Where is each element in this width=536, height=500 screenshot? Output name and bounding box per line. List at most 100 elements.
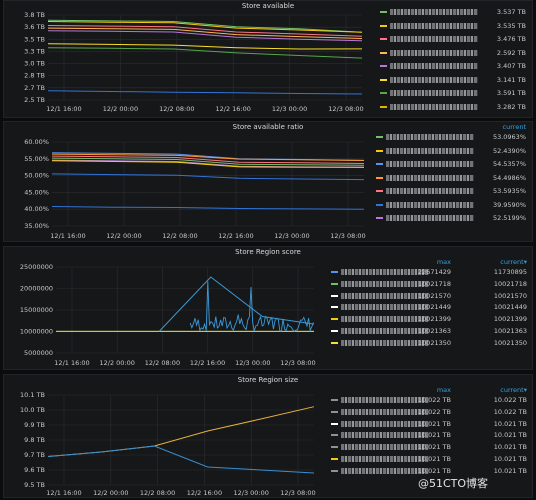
legend-swatch [380, 65, 387, 67]
series-line-noisy [189, 281, 314, 333]
legend-item[interactable]: 54.5357% [376, 159, 530, 169]
legend-header[interactable]: max [436, 386, 451, 394]
series-line [47, 25, 363, 37]
y-tick-label: 3.5 TB [24, 35, 45, 43]
legend-name-redacted [386, 161, 474, 167]
legend-item[interactable]: 53.5935% [376, 186, 530, 196]
y-tick-label: 3.8 TB [24, 11, 45, 19]
legend-swatch [380, 51, 387, 54]
series-line [47, 27, 363, 39]
legend-value: 2.592 TB [496, 48, 526, 57]
legend-item[interactable]: 10.021 TB 10.021 TB [331, 430, 531, 440]
x-tick-label: 12/1 16:00 [50, 232, 85, 240]
legend-item[interactable]: 10.021 TB 10.021 TB [331, 466, 531, 476]
legend-item[interactable]: 22671429 11730895 [331, 267, 531, 277]
legend-value: 10021350 [417, 338, 451, 347]
legend-value: 22671429 [417, 268, 451, 276]
legend-item[interactable]: 10.021 TB 10.021 TB [331, 454, 531, 464]
legend-value: 10.022 TB [417, 396, 451, 404]
legend-value: 52.4390% [492, 146, 526, 155]
legend-swatch [331, 446, 338, 449]
legend-header[interactable]: current▾ [500, 258, 527, 266]
store-available-ratio-chart: 60.00% 55.00% 50.00% 45.00% 40.00% 35.00%12/1… [24, 138, 366, 240]
legend-swatch [376, 136, 383, 138]
legend-item[interactable]: 10.022 TB 10.022 TB [331, 407, 531, 417]
legend-swatch [331, 458, 338, 460]
y-tick-label: 3.3 TB [24, 47, 45, 55]
series-line [158, 276, 315, 332]
legend-item[interactable]: 10.021 TB 10.021 TB [331, 442, 531, 452]
y-tick-label: 45.00% [24, 188, 49, 196]
y-tick-label: 35.00% [24, 222, 49, 230]
legend-swatch [331, 282, 338, 285]
legend-item[interactable]: 39.9590% [376, 200, 530, 210]
legend-header[interactable]: max [436, 258, 451, 266]
x-tick-label: 12/3 08:00 [280, 359, 315, 367]
series-line [51, 173, 365, 181]
legend-item[interactable]: 10021363 10021363 [331, 326, 531, 336]
series-line [47, 445, 315, 474]
legend-item[interactable]: 10021399 10021399 [331, 314, 531, 324]
legend-value: 10021363 [493, 327, 527, 335]
legend-item[interactable]: 3.537 TB [380, 7, 530, 17]
store-available-chart: 3.8 TB 3.6 TB 3.5 TB 3.3 TB 3.0 TB 2.8 TB 2.7 … [24, 11, 364, 113]
x-tick-label: 12/2 16:00 [187, 489, 222, 497]
legend-item[interactable]: 10021350 10021350 [331, 338, 531, 348]
legend-value: 10021350 [493, 338, 527, 347]
y-tick-label: 55.00% [24, 155, 49, 163]
legend-item[interactable]: 10021449 10021449 [331, 302, 531, 312]
legend-value: 10021570 [493, 291, 527, 300]
legend-item[interactable]: 3.591 TB [380, 88, 530, 98]
legend-value: 10.021 TB [417, 443, 451, 452]
legend-item[interactable]: 54.4986% [376, 173, 530, 183]
legend-item[interactable]: 52.5199% [376, 213, 530, 223]
legend-value: 10.022 TB [493, 396, 527, 404]
legend-name-redacted [341, 280, 429, 287]
legend-swatch [376, 203, 383, 206]
legend-value: 3.591 TB [496, 89, 526, 97]
legend-item[interactable]: 3.141 TB [380, 75, 530, 85]
panel-title: Store Region score [235, 248, 301, 256]
legend-value: 10021449 [417, 303, 451, 312]
legend-swatch [380, 92, 387, 94]
legend-item[interactable]: 3.282 TB [380, 102, 530, 112]
series-line [47, 406, 315, 457]
y-tick-label: 40.00% [24, 205, 49, 213]
legend-item[interactable]: 3.476 TB [380, 34, 530, 44]
legend-name-redacted [390, 49, 478, 56]
legend-value: 10021363 [417, 327, 451, 335]
legend-value: 3.407 TB [496, 62, 526, 70]
x-tick-label: 12/2 08:00 [159, 105, 194, 113]
legend-swatch [376, 163, 383, 165]
legend-item[interactable]: 3.407 TB [380, 61, 530, 71]
legend-swatch [331, 434, 338, 437]
legend-item[interactable]: 10.022 TB 10.022 TB [331, 395, 531, 405]
legend-name-redacted [341, 397, 429, 403]
legend-item[interactable]: 10.021 TB 10.021 TB [331, 419, 531, 429]
legend-item[interactable]: 10021570 10021570 [331, 291, 531, 301]
legend-value: 11730895 [493, 268, 527, 276]
legend-value: 10.021 TB [493, 443, 527, 452]
panel-title: Store available ratio [232, 123, 304, 131]
x-tick-label: 12/2 00:00 [103, 105, 138, 113]
x-tick-label: 12/2 00:00 [93, 489, 128, 497]
y-tick-label: 2.5 TB [24, 96, 45, 104]
series-line [47, 21, 363, 33]
legend-value: 10021570 [417, 291, 451, 300]
legend-item[interactable]: 10021718 10021718 [331, 279, 531, 289]
legend-header[interactable]: current▾ [500, 386, 527, 394]
legend-swatch [331, 271, 338, 273]
legend-swatch [331, 469, 338, 472]
legend-name-redacted [341, 456, 429, 462]
legend-item[interactable]: 53.0963% [376, 132, 530, 142]
x-tick-label: 12/1 16:00 [46, 489, 81, 497]
legend-item[interactable]: 52.4390% [376, 146, 530, 156]
legend-swatch [331, 410, 338, 413]
y-tick-label: 10.1 TB [20, 391, 45, 399]
legend-item[interactable]: 3.535 TB [380, 21, 530, 31]
legend-header[interactable]: current [502, 123, 526, 131]
legend-value: 54.5357% [492, 160, 526, 168]
store-region-size-panel: Store Region size 10.1 TB 10.0 TB 9.9 TB 9.… [3, 374, 533, 498]
legend-value: 54.4986% [492, 173, 526, 182]
legend-item[interactable]: 2.592 TB [380, 48, 530, 58]
